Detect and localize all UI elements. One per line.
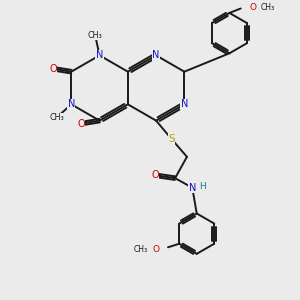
Text: N: N (189, 183, 196, 193)
Text: N: N (68, 99, 75, 109)
Text: CH₃: CH₃ (134, 245, 148, 254)
Text: N: N (96, 50, 103, 60)
Text: O: O (77, 118, 85, 129)
Text: CH₃: CH₃ (88, 31, 103, 40)
Text: N: N (152, 50, 160, 60)
Text: S: S (168, 134, 175, 144)
Text: N: N (181, 99, 188, 109)
Text: O: O (152, 245, 159, 254)
Text: O: O (151, 170, 159, 180)
Text: O: O (250, 2, 257, 11)
Text: CH₃: CH₃ (261, 2, 275, 11)
Text: O: O (49, 64, 57, 74)
Text: CH₃: CH₃ (49, 113, 64, 122)
Text: H: H (199, 182, 206, 191)
